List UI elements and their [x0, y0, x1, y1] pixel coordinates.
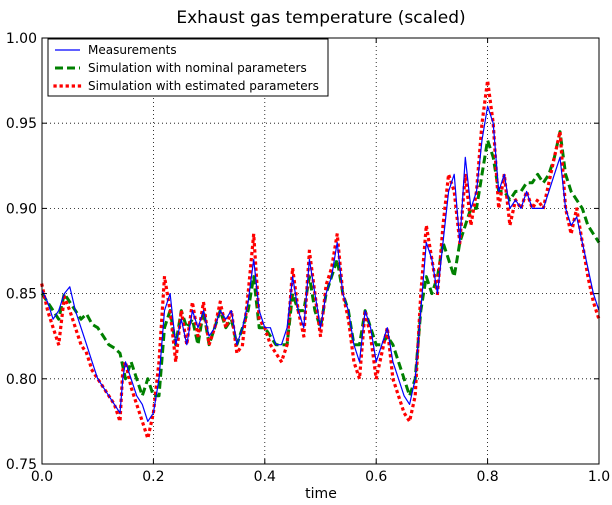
x-tick-label: 0.0: [31, 469, 53, 485]
y-tick-label: 1.00: [6, 31, 37, 47]
y-tick-label: 0.95: [6, 116, 37, 132]
legend-label-1: Simulation with nominal parameters: [88, 61, 307, 75]
y-tick-label: 0.85: [6, 287, 37, 303]
series-line-0: [41, 105, 600, 422]
series-layer: [40, 79, 602, 440]
x-axis-label: time: [305, 486, 337, 502]
series-line-2: [40, 79, 602, 440]
legend-label-2: Simulation with estimated parameters: [88, 79, 319, 93]
y-tick-label: 0.90: [6, 201, 37, 217]
plot-frame: [41, 37, 600, 465]
chart-title: Exhaust gas temperature (scaled): [176, 8, 465, 28]
y-tick-label: 0.80: [6, 372, 37, 388]
y-tick-label: 0.75: [6, 457, 37, 473]
series-line-1: [40, 130, 601, 398]
x-tick-label: 0.2: [142, 469, 164, 485]
legend: Measurements Simulation with nominal para…: [47, 38, 329, 97]
x-tick-label: 0.4: [254, 469, 276, 485]
legend-label-0: Measurements: [88, 43, 177, 57]
x-tick-label: 0.6: [365, 469, 387, 485]
tick-layer: 0.0 0.2 0.4 0.6 0.8 1.0 0.75 0.80 0.85 0.90 0.95 1.…: [6, 31, 610, 485]
x-tick-label: 1.0: [588, 469, 610, 485]
x-tick-label: 0.8: [476, 469, 498, 485]
legend-box: [47, 38, 329, 97]
